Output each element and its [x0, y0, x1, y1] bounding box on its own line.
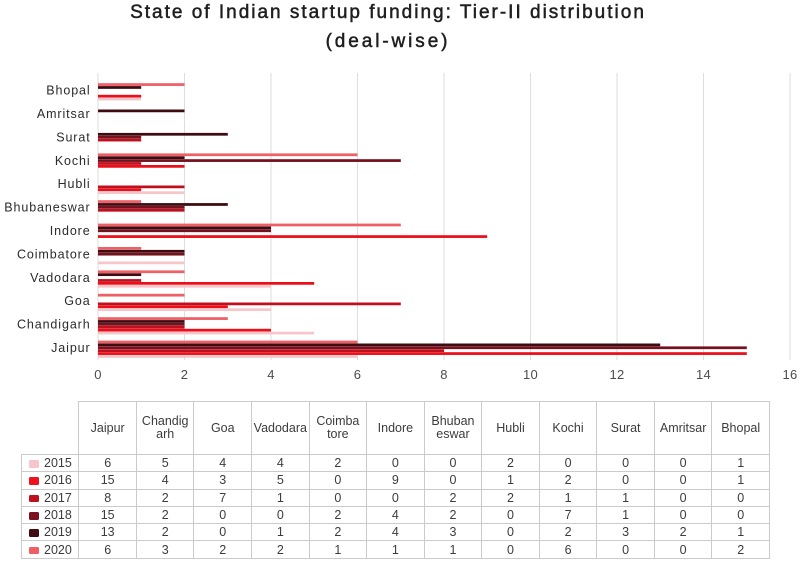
svg-text:16: 16: [782, 367, 797, 382]
svg-text:12: 12: [609, 367, 624, 382]
svg-text:10: 10: [523, 367, 538, 382]
svg-text:Amritsar: Amritsar: [37, 107, 91, 121]
svg-text:2: 2: [181, 367, 189, 382]
svg-text:14: 14: [696, 367, 711, 382]
svg-text:Bhopal: Bhopal: [46, 84, 90, 98]
svg-text:6: 6: [354, 367, 362, 382]
svg-text:Jaipur: Jaipur: [51, 341, 90, 355]
svg-text:Goa: Goa: [64, 294, 90, 308]
svg-text:Indore: Indore: [50, 224, 91, 238]
svg-text:Chandigarh: Chandigarh: [17, 318, 91, 332]
svg-text:8: 8: [440, 367, 448, 382]
svg-text:4: 4: [267, 367, 275, 382]
svg-text:Kochi: Kochi: [55, 154, 91, 168]
svg-text:Hubli: Hubli: [58, 177, 91, 191]
svg-text:Surat: Surat: [56, 130, 90, 144]
svg-text:Coimbatore: Coimbatore: [17, 247, 91, 261]
svg-text:0: 0: [94, 367, 102, 382]
svg-text:Bhubaneswar: Bhubaneswar: [4, 201, 90, 215]
svg-text:Vadodara: Vadodara: [30, 271, 90, 285]
